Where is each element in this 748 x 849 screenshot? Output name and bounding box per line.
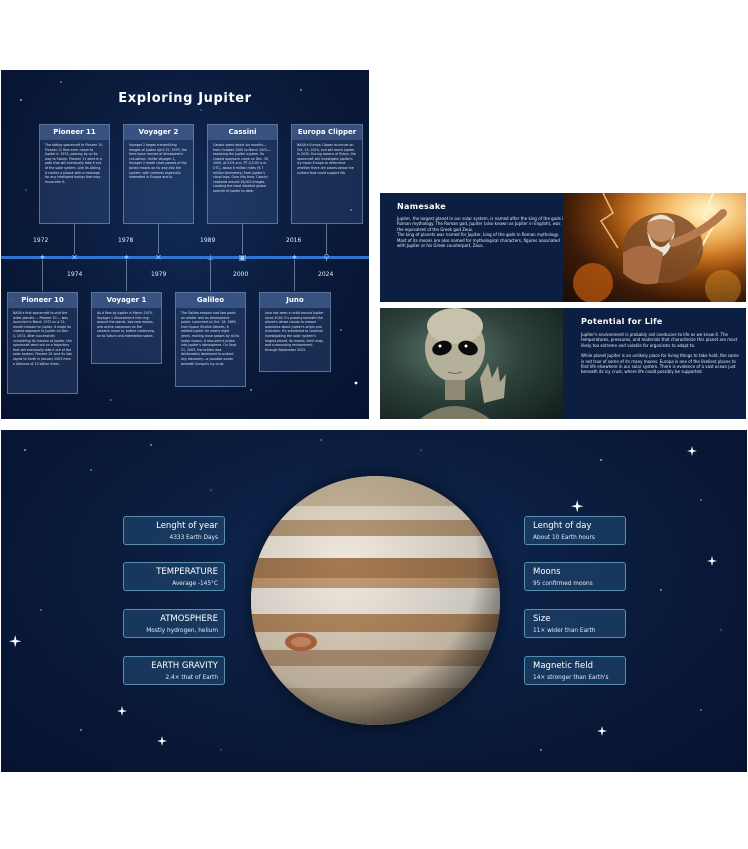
fact-value: 2.4× that of Earth (165, 675, 218, 681)
life-paragraph: While planet Jupiter is an unlikely plac… (581, 353, 739, 375)
fact-magnetic-field: Magnetic field 14× stronger than Earth's (524, 656, 626, 685)
fact-label: Moons (533, 567, 561, 577)
card-voyager-1: Voyager 1 As it flew by Jupiter in March… (91, 292, 162, 364)
jupiter-image (251, 476, 500, 725)
fact-label: Lenght of year (156, 521, 218, 531)
card-galileo: Galileo The Galileo mission had two part… (175, 292, 246, 387)
alien-image (380, 308, 563, 419)
card-body: Juno has been in orbit around Jupiter si… (265, 311, 324, 352)
year-label: 1972 (33, 237, 49, 244)
fact-label: Magnetic field (533, 661, 593, 671)
fact-moons: Moons 95 confirmed moons (524, 562, 626, 591)
life-title: Potential for Life (581, 317, 663, 326)
card-pioneer-11: Pioneer 11 The sibling spacecraft to Pio… (39, 124, 110, 224)
card-title: Cassini (208, 125, 277, 140)
fact-label: TEMPERATURE (156, 567, 218, 577)
connector (294, 260, 295, 291)
fact-label: EARTH GRAVITY (151, 661, 218, 671)
satellite-icon: ✕ (71, 253, 78, 262)
timeline-axis (1, 256, 369, 259)
fact-year-length: Lenght of year 4333 Earth Days (123, 516, 225, 545)
namesake-text: Jupiter, the largest planet in our solar… (397, 216, 566, 249)
satellite-icon: ▣ (238, 253, 247, 262)
card-cassini: Cassini Cassini spent about six months—f… (207, 124, 278, 224)
year-label: 1979 (151, 271, 167, 278)
card-body: Voyager 2 began transmitting images of J… (129, 143, 187, 180)
card-title: Voyager 2 (124, 125, 193, 140)
card-title: Pioneer 11 (40, 125, 109, 140)
card-title: Voyager 1 (92, 293, 161, 308)
fact-value: 14× stronger than Earth's (533, 675, 609, 681)
namesake-panel: Namesake Jupiter, the largest planet in … (380, 193, 746, 302)
fact-label: ATMOSPHERE (160, 614, 218, 624)
connector (158, 224, 159, 254)
fact-temperature: TEMPERATURE Average -145°C (123, 562, 225, 591)
fact-value: 95 confirmed moons (533, 581, 593, 587)
card-body: As it flew by Jupiter in March 1979, Voy… (97, 311, 155, 338)
fact-label: Size (533, 614, 551, 624)
fact-atmosphere: ATMOSPHERE Mostly hydrogen, helium (123, 609, 225, 638)
fact-size: Size 11× wider than Earth (524, 609, 626, 638)
connector (242, 224, 243, 254)
card-title: Europa Clipper (292, 125, 362, 140)
card-voyager-2: Voyager 2 Voyager 2 began transmitting i… (123, 124, 194, 224)
year-label: 2024 (318, 271, 334, 278)
fact-value: Mostly hydrogen, helium (146, 628, 218, 634)
satellite-icon: ✕ (155, 253, 162, 262)
jupiter-illustration (251, 476, 500, 725)
fact-value: About 10 Earth hours (533, 535, 595, 541)
connector (42, 260, 43, 291)
connector (126, 260, 127, 291)
life-panel: Potential for Life Jupiter's environment… (380, 308, 746, 419)
alien-illustration (420, 308, 506, 419)
namesake-title: Namesake (397, 202, 446, 211)
fact-value: 11× wider than Earth (533, 628, 596, 634)
year-label: 2016 (286, 237, 302, 244)
satellite-icon: ✦ (39, 253, 46, 262)
timeline-title: Exploring Jupiter (118, 91, 252, 106)
card-body: The Galileo mission had two parts: an or… (181, 311, 240, 366)
card-pioneer-10: Pioneer 10 NASA's first spacecraft to vi… (7, 292, 78, 394)
card-juno: Juno Juno has been in orbit around Jupit… (259, 292, 331, 372)
card-body: Cassini spent about six months—from Octo… (213, 143, 271, 193)
card-body: NASA's Europa Clipper launched on Oct. 1… (297, 143, 356, 175)
connector (326, 224, 327, 254)
year-label: 1974 (67, 271, 83, 278)
fact-gravity: EARTH GRAVITY 2.4× that of Earth (123, 656, 225, 685)
satellite-icon: ⚲ (323, 253, 330, 262)
life-paragraph: Jupiter's environment is probably not co… (581, 332, 738, 348)
card-title: Juno (260, 293, 330, 308)
year-label: 2000 (233, 271, 249, 278)
zeus-illustration (563, 193, 746, 302)
fact-value: Average -145°C (172, 581, 218, 587)
timeline-panel: Exploring Jupiter Pioneer 11 The sibling… (1, 70, 369, 419)
fact-day-length: Lenght of day About 10 Earth hours (524, 516, 626, 545)
zeus-image (563, 193, 746, 302)
life-text: Jupiter's environment is probably not co… (581, 332, 741, 380)
card-body: The sibling spacecraft to Pioneer 10, Pi… (45, 143, 104, 184)
satellite-icon: ✦ (291, 253, 298, 262)
card-body: NASA's first spacecraft to visit the out… (13, 311, 72, 366)
card-title: Pioneer 10 (8, 293, 77, 308)
year-label: 1978 (118, 237, 134, 244)
satellite-icon: ✦ (123, 253, 130, 262)
connector (74, 224, 75, 254)
facts-panel: Lenght of year 4333 Earth Days TEMPERATU… (1, 430, 747, 772)
fact-label: Lenght of day (533, 521, 592, 531)
card-title: Galileo (176, 293, 245, 308)
card-europa-clipper: Europa Clipper NASA's Europa Clipper lau… (291, 124, 363, 224)
year-label: 1989 (200, 237, 216, 244)
fact-value: 4333 Earth Days (169, 535, 218, 541)
satellite-icon: ⊥ (207, 253, 214, 262)
connector (210, 260, 211, 291)
